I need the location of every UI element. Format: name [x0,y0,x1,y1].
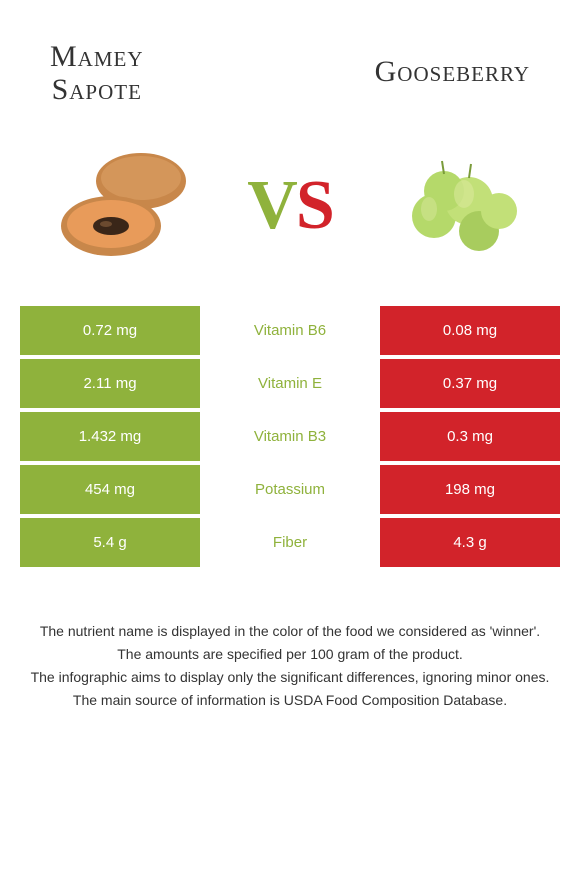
right-value: 198 mg [380,465,560,514]
left-value: 2.11 mg [20,359,200,408]
nutrient-table: 0.72 mg Vitamin B6 0.08 mg 2.11 mg Vitam… [20,306,560,567]
nutrient-name: Vitamin E [200,359,380,408]
right-value: 0.37 mg [380,359,560,408]
images-row: VS [0,126,580,306]
right-value: 0.3 mg [380,412,560,461]
table-row: 2.11 mg Vitamin E 0.37 mg [20,359,560,408]
footer-line3: The infographic aims to display only the… [20,667,560,688]
footer-line2: The amounts are specified per 100 gram o… [20,644,560,665]
right-value: 0.08 mg [380,306,560,355]
nutrient-name: Fiber [200,518,380,567]
footer-notes: The nutrient name is displayed in the co… [0,571,580,733]
nutrient-name: Potassium [200,465,380,514]
footer-line4: The main source of information is USDA F… [20,690,560,711]
mamey-sapote-icon [56,146,196,266]
table-row: 1.432 mg Vitamin B3 0.3 mg [20,412,560,461]
left-title-line1: Mamey [50,40,144,73]
left-value: 0.72 mg [20,306,200,355]
left-value: 5.4 g [20,518,200,567]
right-value: 4.3 g [380,518,560,567]
left-title-line2: Sapote [52,73,142,106]
right-title: Gooseberry [375,40,530,89]
footer-line1: The nutrient name is displayed in the co… [20,621,560,642]
left-title: Mamey Sapote [50,40,144,106]
vs-s: S [296,167,333,244]
table-row: 5.4 g Fiber 4.3 g [20,518,560,567]
left-value: 454 mg [20,465,200,514]
left-value: 1.432 mg [20,412,200,461]
vs-v: V [247,167,296,244]
table-row: 0.72 mg Vitamin B6 0.08 mg [20,306,560,355]
table-row: 454 mg Potassium 198 mg [20,465,560,514]
header: Mamey Sapote Gooseberry [0,0,580,126]
vs-text: VS [247,166,333,246]
nutrient-name: Vitamin B3 [200,412,380,461]
nutrient-name: Vitamin B6 [200,306,380,355]
gooseberry-icon [384,146,524,266]
